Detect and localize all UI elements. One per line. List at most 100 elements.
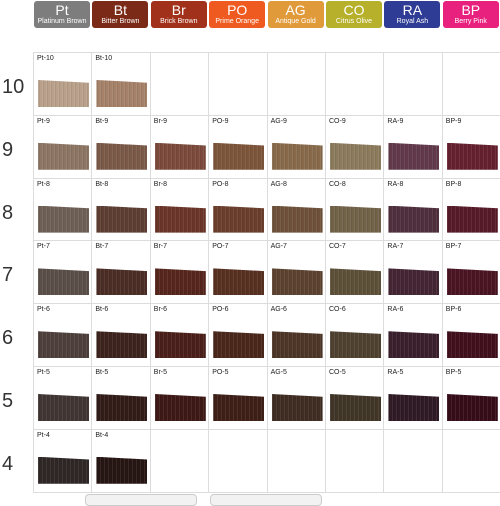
swatch-cell[interactable]: BP-6	[441, 303, 500, 367]
swatch-cell[interactable]: Pt-9	[33, 114, 93, 179]
swatch-label: Bt-4	[95, 431, 109, 439]
swatch-cell[interactable]: PO-6	[208, 303, 268, 367]
swatch-label: PO-5	[212, 369, 229, 376]
hair-swatch	[330, 142, 381, 170]
swatch-cell[interactable]: AG-9	[266, 114, 326, 179]
hair-swatch	[271, 331, 323, 359]
series-tab-po[interactable]: PO Prime Orange	[209, 1, 266, 28]
swatch-label: Br-9	[153, 117, 168, 125]
swatch-cell[interactable]: RA-6	[383, 303, 443, 367]
level-number: 5	[2, 390, 14, 412]
swatch-cell[interactable]: CO-7	[325, 240, 385, 305]
series-tab-br[interactable]: Br Brick Brown	[150, 1, 207, 28]
swatch-label: AG-9	[270, 117, 287, 125]
hair-swatch	[154, 268, 206, 296]
swatch-cell[interactable]: Bt-4	[91, 428, 151, 493]
swatch-cell[interactable]: Pt-6	[33, 303, 93, 367]
empty-cell	[325, 428, 385, 493]
hair-swatch	[96, 205, 148, 233]
swatch-cell[interactable]: PO-5	[208, 366, 268, 430]
swatch-cell[interactable]: RA-8	[383, 177, 443, 242]
series-tab-ra[interactable]: RA Royal Ash	[384, 1, 441, 28]
swatch-cell[interactable]: BP-9	[441, 114, 500, 179]
swatch-cell[interactable]: BP-5	[441, 366, 500, 430]
swatch-cell[interactable]: PO-8	[208, 177, 268, 242]
series-tab-bt[interactable]: Bt Bitter Brown	[92, 1, 149, 28]
footer-tab[interactable]	[210, 494, 322, 506]
hair-swatch	[330, 268, 381, 296]
hair-swatch	[446, 142, 498, 170]
swatch-cell[interactable]: Br-6	[149, 303, 210, 367]
level-number: 9	[2, 138, 14, 161]
empty-cell	[441, 428, 500, 493]
hair-swatch	[388, 205, 440, 233]
swatch-label: Bt-6	[95, 306, 109, 314]
swatch-label: AG-6	[270, 306, 287, 314]
series-tab-co[interactable]: CO Citrus Olive	[326, 1, 382, 28]
swatch-cell[interactable]: Br-7	[149, 240, 210, 305]
swatch-cell[interactable]: AG-6	[266, 303, 326, 367]
swatch-cell[interactable]: Bt-9	[91, 114, 151, 179]
series-tab-ag[interactable]: AG Antique Gold	[267, 1, 324, 28]
level-number: 6	[2, 327, 14, 350]
swatch-cell[interactable]: Pt-4	[33, 428, 93, 493]
swatch-cell[interactable]: Bt-7	[91, 240, 151, 305]
swatch-cell[interactable]: Br-9	[149, 114, 210, 179]
swatch-cell[interactable]: RA-9	[383, 114, 443, 179]
swatch-cell[interactable]: AG-7	[266, 240, 326, 305]
hair-swatch	[38, 80, 89, 107]
empty-cell	[208, 52, 268, 116]
swatch-label: RA-9	[387, 117, 404, 125]
swatch-label: BP-8	[445, 180, 462, 188]
hair-swatch	[213, 142, 265, 170]
swatch-cell[interactable]: Bt-5	[91, 366, 151, 430]
swatch-cell[interactable]: CO-9	[325, 114, 385, 179]
swatch-cell[interactable]: PO-9	[208, 114, 268, 179]
swatch-cell[interactable]: Bt-8	[91, 177, 151, 242]
swatch-cell[interactable]: RA-5	[383, 366, 443, 430]
swatch-cell[interactable]: Pt-5	[33, 366, 93, 430]
series-code: Pt	[55, 2, 69, 18]
swatch-cell[interactable]: BP-8	[441, 177, 500, 242]
footer-tab[interactable]	[85, 494, 197, 506]
swatch-cell[interactable]: Bt-6	[91, 303, 151, 367]
swatch-cell[interactable]: CO-8	[325, 177, 385, 242]
swatch-cell[interactable]: Pt-7	[33, 240, 93, 305]
swatch-cell[interactable]: BP-7	[441, 240, 500, 305]
swatch-cell[interactable]: Br-5	[149, 366, 210, 430]
hair-swatch	[154, 142, 206, 170]
hair-swatch	[330, 331, 381, 359]
swatch-label: Bt-10	[95, 55, 113, 62]
hair-swatch	[446, 394, 498, 421]
swatch-cell[interactable]: Pt-10	[33, 52, 93, 116]
swatch-label: RA-7	[387, 243, 404, 251]
swatch-cell[interactable]: Br-8	[149, 177, 210, 242]
hair-swatch	[213, 268, 265, 296]
level-number: 4	[2, 452, 14, 475]
hair-swatch	[96, 268, 148, 296]
empty-cell	[208, 428, 268, 493]
hair-swatch	[271, 268, 323, 296]
swatch-cell[interactable]: CO-6	[325, 303, 385, 367]
hair-swatch	[388, 268, 440, 296]
swatch-cell[interactable]: Pt-8	[33, 177, 93, 242]
swatch-cell[interactable]: PO-7	[208, 240, 268, 305]
swatch-label: Pt-7	[37, 243, 50, 251]
hair-swatch	[38, 331, 89, 359]
hair-swatch	[271, 394, 323, 421]
swatch-label: Pt-8	[37, 180, 50, 188]
swatch-cell[interactable]: CO-5	[325, 366, 385, 430]
series-tab-pt[interactable]: Pt Platinum Brown	[34, 1, 90, 28]
swatch-cell[interactable]: AG-8	[266, 177, 326, 242]
swatch-cell[interactable]: Bt-10	[91, 52, 151, 116]
empty-cell	[383, 52, 443, 116]
swatch-label: CO-6	[329, 306, 346, 314]
empty-cell	[149, 52, 210, 116]
swatch-cell[interactable]: AG-5	[266, 366, 326, 430]
series-name: Berry Pink	[454, 18, 487, 25]
series-name: Citrus Olive	[335, 18, 373, 25]
series-code: PO	[227, 2, 248, 18]
level-number: 7	[2, 264, 14, 287]
swatch-cell[interactable]: RA-7	[383, 240, 443, 305]
series-tab-bp[interactable]: BP Berry Pink	[442, 1, 499, 28]
